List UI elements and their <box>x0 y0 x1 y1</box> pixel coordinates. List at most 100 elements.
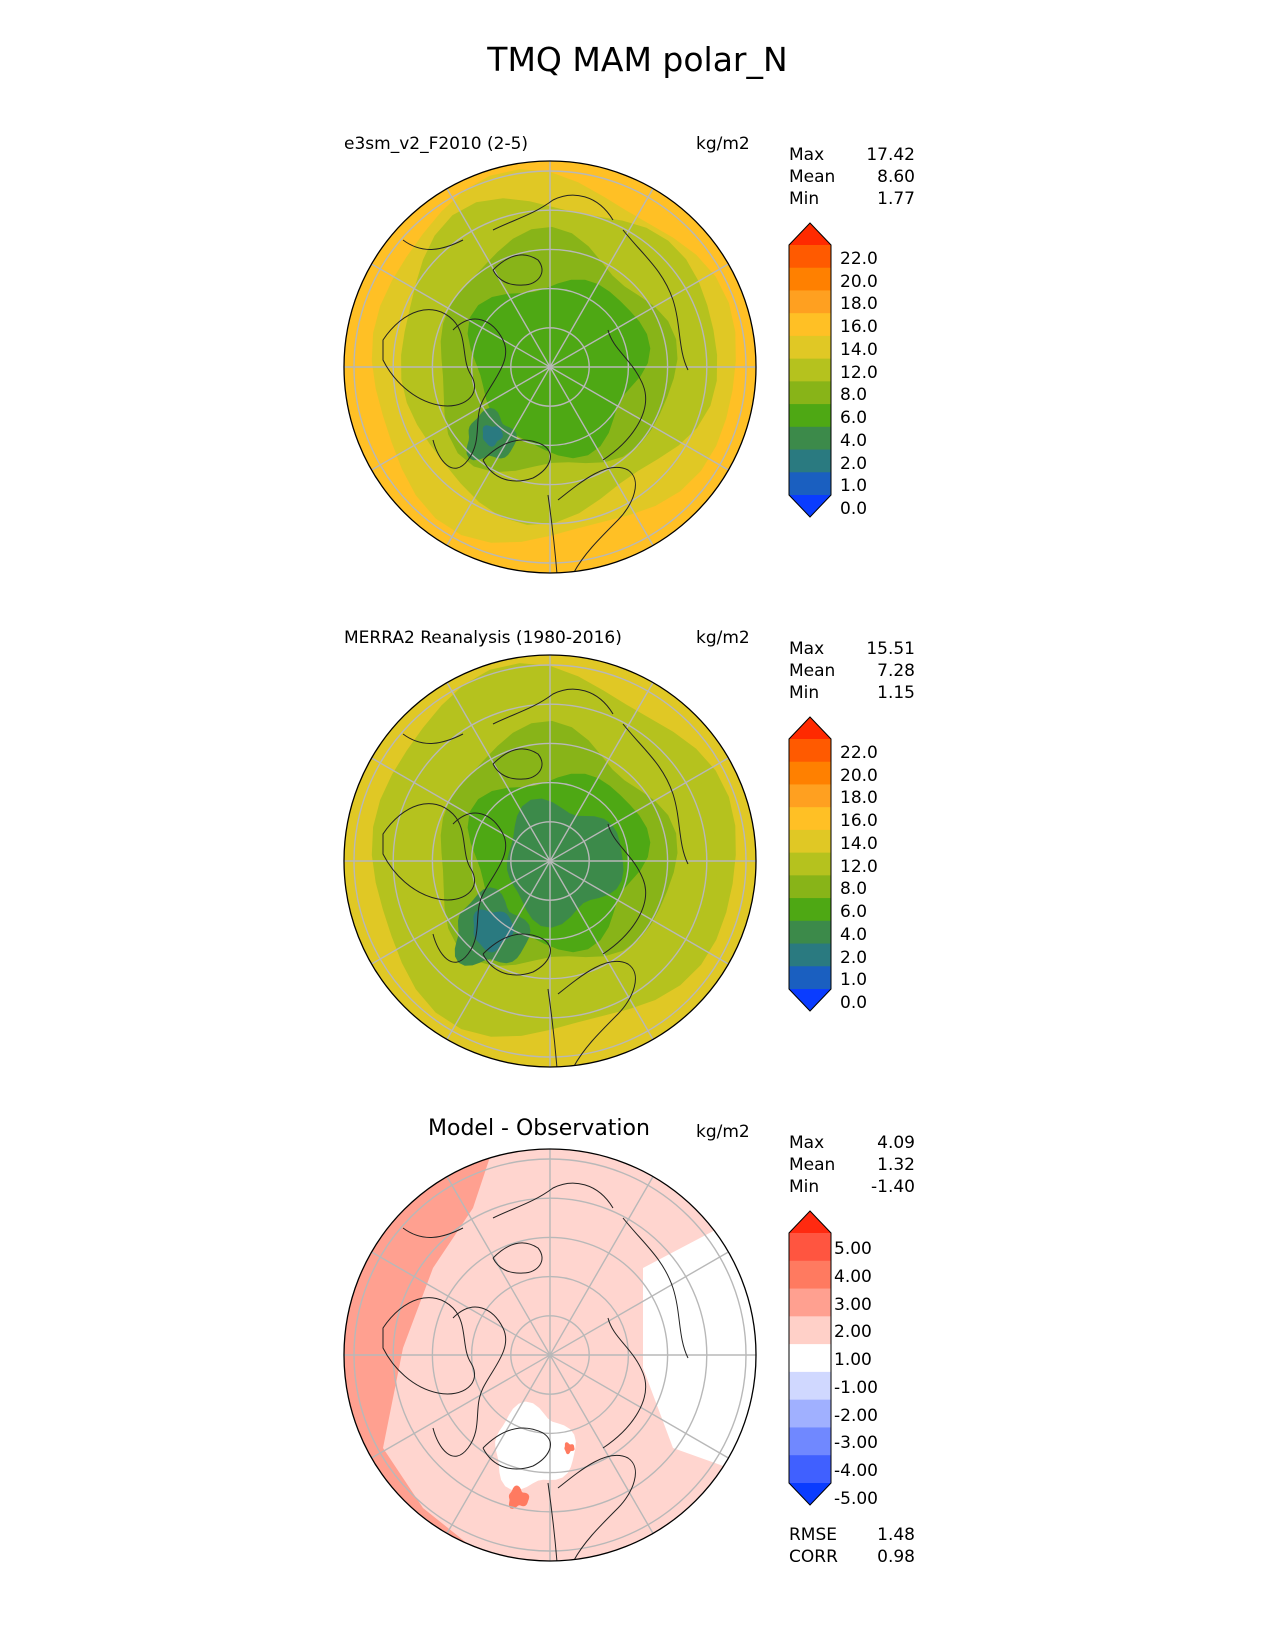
colorbar-segment <box>789 875 831 899</box>
stat-name: Max <box>789 1133 825 1153</box>
coastline <box>482 933 551 976</box>
stat-value: 15.51 <box>866 639 915 659</box>
coastline <box>382 309 476 407</box>
colorbar-tick-label: 4.00 <box>834 1266 872 1287</box>
stat-value: 7.28 <box>877 661 915 681</box>
graticule <box>344 1149 756 1561</box>
stat-value: 1.32 <box>877 1155 915 1175</box>
panel-difference-metrics: RMSE 1.48 CORR 0.98 <box>789 1524 915 1568</box>
colorbar-difference <box>788 1210 832 1506</box>
stat-value: -1.40 <box>871 1177 915 1197</box>
panel-test-units: kg/m2 <box>696 134 750 154</box>
stat-value: 17.42 <box>866 145 915 165</box>
colorbar-tick-label: 22.0 <box>840 743 878 763</box>
stat-name: Min <box>789 1177 820 1197</box>
map-boundary <box>343 654 757 1068</box>
coastline <box>492 194 614 231</box>
panel-difference-units: kg/m2 <box>696 1122 750 1142</box>
colorbar-segment <box>789 335 831 360</box>
colorbar-segment <box>789 1399 831 1428</box>
coastline <box>602 1317 647 1449</box>
colorbar-tick-label: 1.00 <box>834 1350 872 1371</box>
colorbar-segment <box>789 358 831 382</box>
coastline <box>492 688 614 725</box>
colorbar-segment <box>789 898 831 922</box>
colorbar-segment <box>789 426 831 451</box>
colorbar-segment <box>789 1260 831 1290</box>
graticule <box>344 161 756 573</box>
figure-title: TMQ MAM polar_N <box>487 40 788 79</box>
stat-name: Mean <box>789 661 836 681</box>
colorbar-tick-label: 6.0 <box>840 902 868 923</box>
colorbar-extension-top <box>789 717 831 739</box>
colorbar-segment <box>789 449 831 473</box>
metric-value: 0.98 <box>877 1547 915 1567</box>
coastline <box>492 1182 614 1219</box>
coastline <box>432 318 507 469</box>
coastline <box>382 803 476 901</box>
colorbar-segment <box>789 784 831 808</box>
colorbar-extension-top <box>789 1211 831 1233</box>
colorbar-tick-label: 5.00 <box>834 1239 872 1259</box>
coastline <box>432 1306 507 1457</box>
colorbar-tick-label: 2.0 <box>840 947 868 968</box>
colorbar-tick-label: 4.0 <box>840 924 868 945</box>
colorbar-reference <box>788 716 832 1012</box>
colorbar-tick-label: -2.00 <box>834 1405 878 1426</box>
colorbar-tick-label: 0.0 <box>840 993 868 1013</box>
coastlines <box>382 194 689 573</box>
colorbar-segment <box>789 381 831 405</box>
panel-test-label: e3sm_v2_F2010 (2-5) <box>344 134 529 154</box>
colorbar-segment <box>789 966 831 990</box>
map-reference <box>343 654 757 1068</box>
colorbar-segment <box>789 267 831 291</box>
coastline <box>492 748 543 780</box>
coastline <box>492 254 543 286</box>
colorbar-test <box>788 222 832 518</box>
colorbar-tick-label: -3.00 <box>834 1433 878 1454</box>
coastlines <box>382 1182 689 1561</box>
stat-value: 4.09 <box>877 1133 915 1153</box>
colorbar-tick-label: 12.0 <box>840 856 878 877</box>
colorbar-tick-label: 8.0 <box>840 879 868 900</box>
field-band-core <box>467 279 651 459</box>
colorbar-segment <box>789 290 831 314</box>
colorbar-segment <box>789 404 831 428</box>
colorbar-tick-label: 14.0 <box>840 833 878 854</box>
field-band-strong-2 <box>564 1442 575 1455</box>
colorbar-tick-label: 16.0 <box>840 811 878 832</box>
colorbar-outline <box>788 1210 832 1506</box>
colorbar-segment <box>789 829 831 854</box>
colorbar-segment <box>789 761 831 785</box>
map-difference <box>343 1148 757 1562</box>
coastline <box>432 812 507 963</box>
stat-name: Min <box>789 683 820 703</box>
coastline <box>622 1217 689 1359</box>
colorbar-tick-label: 12.0 <box>840 362 878 383</box>
colorbar-segment <box>789 739 831 763</box>
colorbar-tick-label: -1.00 <box>834 1377 878 1398</box>
colorbar-tick-label: 18.0 <box>840 294 878 315</box>
colorbar-extension-top <box>789 223 831 245</box>
stat-name: Min <box>789 189 820 209</box>
coastline <box>382 1297 476 1395</box>
coastline <box>402 239 464 250</box>
coastline <box>557 960 636 1067</box>
colorbar-tick-label: 16.0 <box>840 317 878 338</box>
colorbar-tick-label: 0.0 <box>840 499 868 519</box>
colorbar-segment <box>789 1233 831 1262</box>
map-boundary <box>343 160 757 574</box>
coastline <box>622 723 689 865</box>
coastline <box>547 494 558 573</box>
panel-difference-label: Model - Observation <box>428 1116 650 1141</box>
panel-reference-units: kg/m2 <box>696 628 750 648</box>
colorbar-segment <box>789 1316 831 1345</box>
map-boundary <box>343 1148 757 1562</box>
field-band-greenland-deep <box>482 425 503 447</box>
colorbar-segment <box>789 472 831 496</box>
coastline <box>547 1482 558 1561</box>
panel-test-stats: Max 17.42 Mean 8.60 Min 1.77 <box>789 144 915 210</box>
stat-name: Mean <box>789 1155 836 1175</box>
colorbar-tick-label: 20.0 <box>840 271 878 292</box>
colorbar-segment <box>789 1344 831 1373</box>
